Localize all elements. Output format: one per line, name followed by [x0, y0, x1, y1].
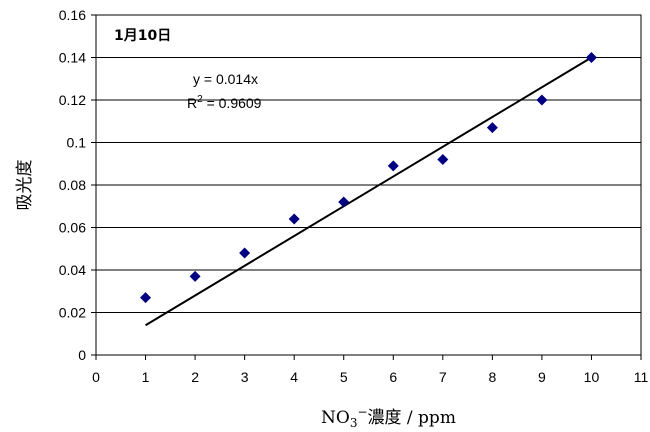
x-tick-label: 5: [340, 369, 348, 385]
x-tick-label: 10: [584, 369, 600, 385]
data-point: [536, 94, 548, 106]
x-tick-label: 3: [241, 369, 249, 385]
data-point: [288, 213, 300, 225]
x-tick-label: 9: [538, 369, 546, 385]
x-axis-label-sub: 3: [350, 416, 358, 430]
data-point: [189, 270, 201, 282]
x-axis-label: NO3−濃度 / ppm: [321, 405, 456, 430]
y-tick-label: 0.1: [67, 135, 87, 151]
x-axis-label-rest: 濃度 / ppm: [368, 408, 456, 428]
x-axis-ticks: 0 1 2 3 4 5 6 7 8 9 10 11: [92, 355, 648, 385]
y-tick-label: 0.14: [59, 50, 86, 66]
r2-value: = 0.9609: [203, 95, 262, 111]
r2-prefix: R: [187, 95, 197, 111]
r-squared-label: R2 = 0.9609: [187, 94, 262, 111]
x-axis-label-sup: −: [357, 405, 367, 419]
x-tick-label: 0: [92, 369, 100, 385]
x-tick-label: 4: [290, 369, 298, 385]
trendline-equation: y = 0.014x: [193, 71, 258, 87]
data-point: [486, 122, 498, 134]
chart-title: 1月10日: [114, 28, 171, 44]
r2-exponent: 2: [197, 94, 203, 105]
x-tick-label: 1: [142, 369, 150, 385]
gridlines: [96, 57, 641, 313]
data-points: [140, 52, 597, 304]
trendline: [145, 56, 592, 327]
data-point: [239, 247, 251, 259]
y-tick-label: 0.04: [59, 262, 86, 278]
x-axis-label-main: NO: [321, 408, 350, 428]
x-tick-label: 2: [191, 369, 199, 385]
y-axis-label: 吸光度: [15, 160, 35, 211]
x-tick-label: 11: [634, 369, 649, 385]
y-tick-label: 0.02: [59, 305, 86, 321]
data-point: [387, 160, 399, 172]
y-tick-label: 0: [78, 347, 86, 363]
x-tick-label: 8: [488, 369, 496, 385]
x-tick-label: 7: [439, 369, 447, 385]
trendline-group: [145, 56, 592, 327]
y-tick-label: 0.08: [59, 177, 86, 193]
y-tick-label: 0.06: [59, 220, 86, 236]
data-point: [338, 196, 350, 208]
x-tick-label: 6: [389, 369, 397, 385]
y-tick-label: 0.12: [59, 92, 86, 108]
data-point: [585, 52, 597, 63]
y-axis-ticks: 0 0.02 0.04 0.06 0.08 0.1 0.12 0.14 0.16: [59, 7, 96, 363]
data-point: [437, 154, 449, 165]
data-point: [140, 292, 152, 304]
y-tick-label: 0.16: [59, 7, 86, 23]
